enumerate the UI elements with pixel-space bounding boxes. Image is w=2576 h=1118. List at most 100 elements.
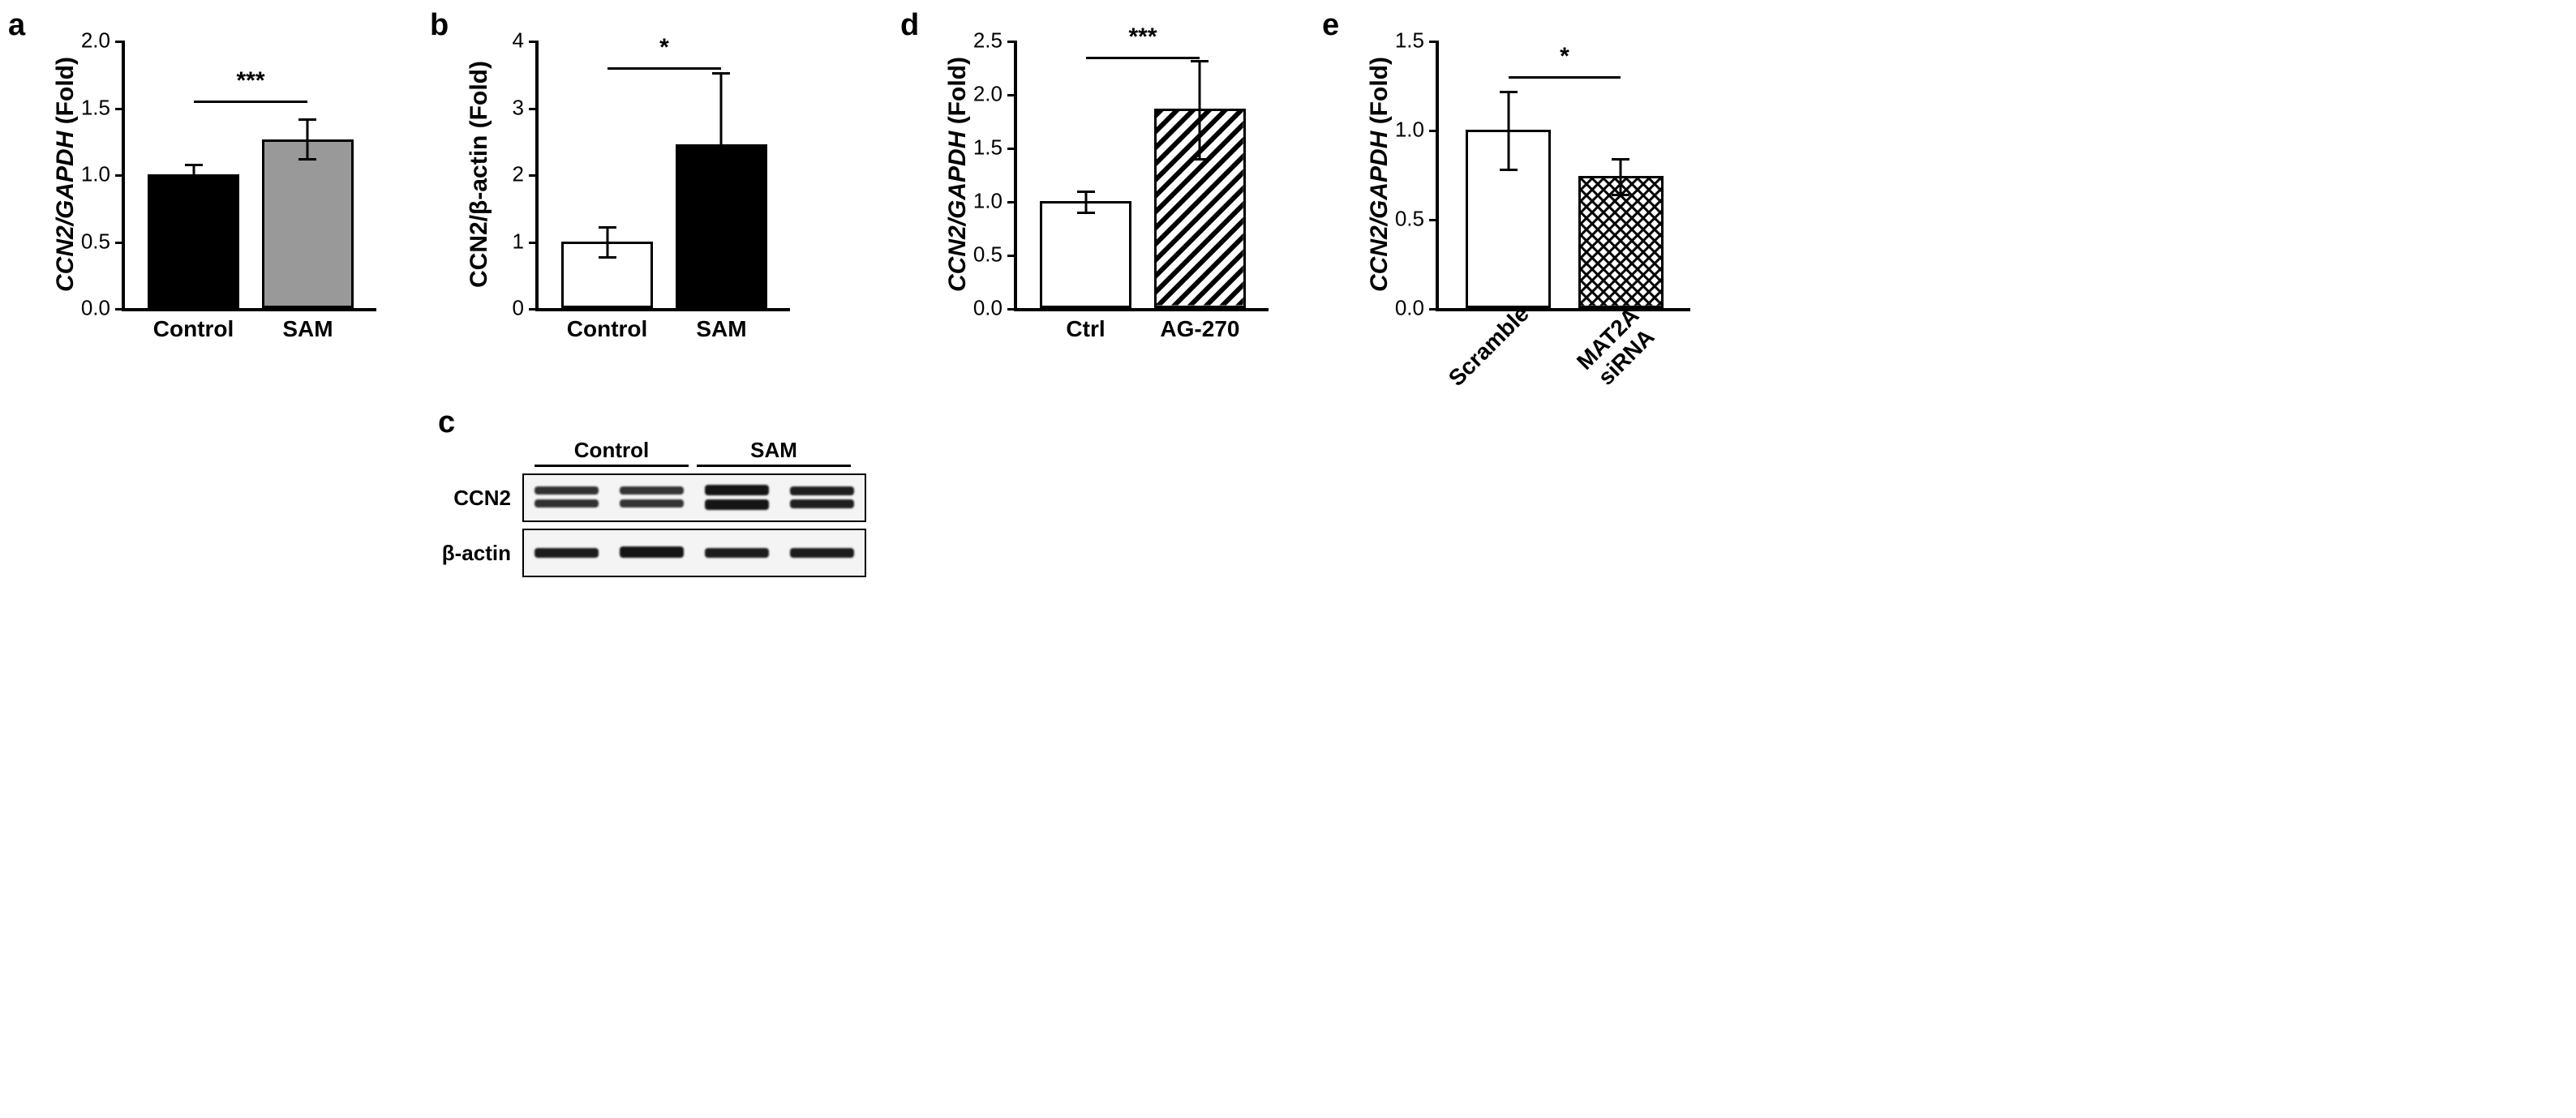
significance-bracket xyxy=(194,101,308,103)
ytick xyxy=(529,41,539,43)
figure-row: a 0.00.51.01.52.0CCN2/GAPDH (Fold)Contro… xyxy=(16,16,2560,592)
panel-d: d 0.00.51.01.52.02.5CCN2/GAPDH (Fold)Ctr… xyxy=(908,16,1298,389)
blot-band xyxy=(535,499,599,508)
y-axis-label: CCN2/GAPDH (Fold) xyxy=(944,57,972,292)
error-cap xyxy=(1500,169,1518,171)
panel-label-a: a xyxy=(8,8,25,43)
panel-a: a 0.00.51.01.52.0CCN2/GAPDH (Fold)Contro… xyxy=(16,16,406,389)
bar xyxy=(1040,201,1131,308)
ytick-label: 0.5 xyxy=(1395,207,1424,232)
ytick xyxy=(1429,41,1439,43)
panel-e: e 0.00.51.01.5CCN2/GAPDH (Fold)ScrambleM… xyxy=(1330,16,1719,470)
ytick-label: 3 xyxy=(513,95,524,120)
ytick xyxy=(1429,219,1439,221)
blot-lane-box xyxy=(522,473,866,522)
ytick-label: 1.0 xyxy=(81,162,110,187)
bar xyxy=(262,139,354,308)
x-category-label: Control xyxy=(567,316,648,342)
blot-band xyxy=(535,486,599,495)
blot-band xyxy=(620,546,685,558)
error-bar xyxy=(1507,91,1509,169)
panel-label-d: d xyxy=(900,8,919,43)
blot-header-row: Control SAM xyxy=(422,438,876,467)
y-axis-label: CCN2/GAPDH (Fold) xyxy=(52,57,79,292)
ytick xyxy=(115,308,125,311)
ytick-label: 0 xyxy=(513,296,524,321)
blot-row-label: β-actin xyxy=(422,541,522,566)
ytick-label: 1.5 xyxy=(1395,28,1424,54)
ytick xyxy=(115,108,125,110)
error-cap xyxy=(1077,212,1095,214)
error-bar xyxy=(1620,158,1622,194)
blot-header-label: Control xyxy=(535,438,689,467)
error-cap xyxy=(712,72,730,75)
panel-c: c ControlSAMCCN2β-actin xyxy=(406,413,876,592)
significance-text: * xyxy=(659,34,669,62)
x-category-label: SAM xyxy=(282,316,333,342)
error-cap xyxy=(1500,91,1518,93)
x-category-label: MAT2AsiRNA xyxy=(1572,302,1663,393)
error-cap xyxy=(1612,158,1629,161)
x-category-label: Ctrl xyxy=(1066,316,1105,342)
error-bar xyxy=(192,164,195,185)
ytick xyxy=(529,308,539,311)
error-bar xyxy=(1084,191,1087,212)
ytick xyxy=(529,108,539,110)
x-category-label: Control xyxy=(153,316,234,342)
ytick-label: 1.5 xyxy=(81,95,110,120)
y-axis-label: CCN2/β-actin (Fold) xyxy=(466,61,493,288)
significance-text: *** xyxy=(236,67,264,95)
ytick xyxy=(529,174,539,177)
blot-band xyxy=(705,485,770,495)
blot-header-label: SAM xyxy=(697,438,851,467)
blot-band xyxy=(790,548,855,558)
error-cap xyxy=(298,158,316,161)
plot-area: 0.00.51.01.52.02.5CCN2/GAPDH (Fold)CtrlA… xyxy=(1014,41,1269,311)
ytick-label: 0.0 xyxy=(1395,296,1424,321)
error-bar xyxy=(307,118,309,159)
ytick xyxy=(1007,201,1017,203)
ytick xyxy=(115,41,125,43)
bar-pattern xyxy=(1581,178,1661,306)
column-b-c: b 01234CCN2/β-actin (Fold)ControlSAM* c … xyxy=(438,16,876,592)
ytick xyxy=(115,242,125,244)
error-cap xyxy=(185,164,203,166)
ytick xyxy=(1007,41,1017,43)
blot-header: Control SAM xyxy=(522,438,863,467)
plot-area: 0.00.51.01.5CCN2/GAPDH (Fold)ScrambleMAT… xyxy=(1436,41,1690,311)
ytick-label: 4 xyxy=(513,28,524,54)
ytick-label: 0.0 xyxy=(973,296,1002,321)
bar xyxy=(148,174,239,308)
blot-lane-box xyxy=(522,529,866,577)
blot-band xyxy=(705,499,770,510)
error-cap xyxy=(1191,158,1209,161)
error-cap xyxy=(712,216,730,219)
significance-text: *** xyxy=(1128,24,1157,51)
blot-band xyxy=(620,499,685,508)
plot-area: 01234CCN2/β-actin (Fold)ControlSAM* xyxy=(535,41,790,311)
ytick xyxy=(1429,308,1439,311)
ytick xyxy=(1007,148,1017,150)
error-cap xyxy=(1612,194,1629,196)
ytick-label: 1 xyxy=(513,229,524,254)
error-cap xyxy=(1191,60,1209,62)
error-cap xyxy=(298,118,316,121)
blot-band xyxy=(790,499,855,508)
blot-band xyxy=(790,486,855,495)
y-axis-label: CCN2/GAPDH (Fold) xyxy=(1366,57,1393,292)
ytick xyxy=(115,174,125,177)
panel-label-b: b xyxy=(430,8,449,43)
blot-band xyxy=(535,548,599,558)
ytick xyxy=(529,242,539,244)
error-bar xyxy=(720,72,723,216)
ytick xyxy=(1007,308,1017,311)
error-cap xyxy=(1077,191,1095,193)
ytick xyxy=(1007,255,1017,257)
ytick xyxy=(1007,94,1017,96)
x-category-label: AG-270 xyxy=(1160,316,1239,342)
error-cap xyxy=(599,256,616,259)
significance-text: * xyxy=(1560,43,1569,71)
significance-bracket xyxy=(1509,76,1621,79)
ytick-label: 1.5 xyxy=(973,135,1002,161)
ytick-label: 2 xyxy=(513,162,524,187)
